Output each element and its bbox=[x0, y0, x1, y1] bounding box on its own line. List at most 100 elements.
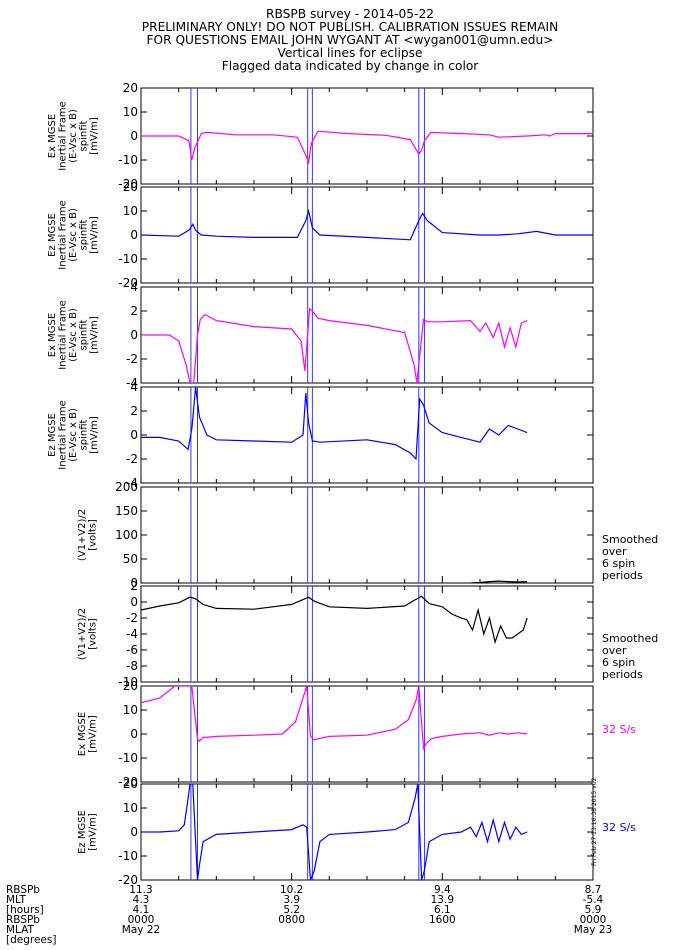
y-tick-label: -4 bbox=[126, 627, 138, 641]
x-axis-tick-value: 9.4 bbox=[434, 884, 451, 896]
y-tick-label: -20 bbox=[118, 775, 138, 789]
x-axis-tick-value: 6.1 bbox=[434, 904, 451, 916]
y-axis-label: [mV/m] bbox=[89, 416, 100, 454]
panel-8: -20 -10 0 10 20 bbox=[118, 777, 594, 887]
x-axis-tick-value: 0000 bbox=[128, 914, 155, 926]
y-tick-label: -4 bbox=[126, 376, 138, 390]
y-tick-label: 20 bbox=[123, 81, 138, 95]
x-axis-tick-value: -5.4 bbox=[583, 894, 604, 906]
y-axis-label: Ex MGSE bbox=[47, 313, 58, 357]
side-label: 6 spin bbox=[602, 557, 635, 570]
side-label: 6 spin bbox=[602, 656, 635, 669]
y-tick-label: 0 bbox=[130, 576, 138, 590]
y-tick-label: 10 bbox=[123, 801, 138, 815]
x-axis-tick-value: 11.3 bbox=[129, 884, 152, 896]
panel-5: 0 50 100 150 200 bbox=[115, 480, 594, 590]
panel-frame bbox=[140, 486, 594, 584]
panel-3: -4 -2 0 2 4 bbox=[126, 280, 594, 390]
y-tick-label: 0 bbox=[130, 595, 138, 609]
y-tick-label: -4 bbox=[126, 476, 138, 490]
y-tick-label: 100 bbox=[115, 528, 138, 542]
y-tick-label: -20 bbox=[118, 276, 138, 290]
y-tick-label: -10 bbox=[118, 849, 138, 863]
panel-7: -20 -10 0 10 20 bbox=[118, 679, 594, 789]
x-axis-tick-value: 4.1 bbox=[133, 904, 150, 916]
y-tick-label: 4 bbox=[130, 380, 138, 394]
y-tick-label: 0 bbox=[130, 228, 138, 242]
y-axis-label: [mV/m] bbox=[87, 715, 98, 753]
y-axis-label: [mV/m] bbox=[89, 316, 100, 354]
y-axis-label: [mV/m] bbox=[87, 813, 98, 851]
y-axis-label: [mV/m] bbox=[89, 216, 100, 254]
x-axis-tick-value: 5.9 bbox=[585, 904, 602, 916]
side-label: 32 S/s bbox=[602, 723, 636, 736]
side-label: over bbox=[602, 644, 627, 657]
side-label: Smoothed bbox=[602, 632, 658, 645]
x-axis-tick-value: 0000 bbox=[580, 914, 607, 926]
series-line bbox=[141, 387, 528, 461]
y-axis-label: (E-Vsc x B) bbox=[68, 408, 79, 462]
x-axis-tick-value: May 22 bbox=[122, 924, 160, 936]
x-axis-row-label: RBSPb bbox=[6, 914, 40, 926]
y-axis-label: spinfit bbox=[79, 219, 90, 250]
y-tick-label: -10 bbox=[118, 252, 138, 266]
y-tick-label: 4 bbox=[130, 280, 138, 294]
x-axis-tick-value: 10.2 bbox=[280, 884, 303, 896]
y-axis-label: Ex MGSE bbox=[47, 114, 58, 158]
side-label: Smoothed bbox=[602, 533, 658, 546]
y-tick-label: -10 bbox=[118, 751, 138, 765]
y-tick-label: -2 bbox=[126, 452, 138, 466]
y-tick-label: 20 bbox=[123, 180, 138, 194]
x-axis-row-label: MLAT bbox=[6, 924, 35, 936]
y-tick-label: -2 bbox=[126, 352, 138, 366]
y-axis-label: spinfit bbox=[79, 120, 90, 151]
y-tick-label: 10 bbox=[123, 105, 138, 119]
side-label: 32 S/s bbox=[602, 821, 636, 834]
header-flag-note: Flagged data indicated by change in colo… bbox=[221, 59, 479, 73]
y-tick-label: -6 bbox=[126, 643, 138, 657]
y-axis-label: Ez MGSE bbox=[47, 213, 58, 257]
header-title: RBSPB survey - 2014-05-22 bbox=[266, 7, 434, 21]
y-tick-label: -20 bbox=[118, 873, 138, 887]
y-axis-label: Inertial Frame bbox=[58, 300, 69, 370]
x-axis-row-label: RBSPb bbox=[6, 884, 40, 896]
header-warning: PRELIMINARY ONLY! DO NOT PUBLISH. CALIBR… bbox=[141, 20, 559, 34]
timestamp-stamp: Fri Feb 27 13:16:38 2015 v02 bbox=[591, 777, 598, 866]
y-tick-label: 0 bbox=[130, 727, 138, 741]
x-axis-tick-value: 5.2 bbox=[283, 904, 300, 916]
x-axis-row-label: MLT bbox=[6, 894, 26, 906]
plot-header: RBSPB survey - 2014-05-22 PRELIMINARY ON… bbox=[0, 8, 700, 73]
panel-2: -20 -10 0 10 20 bbox=[118, 180, 594, 290]
x-axis-tick-value: 8.7 bbox=[585, 884, 602, 896]
y-tick-label: 0 bbox=[130, 129, 138, 143]
y-axis-label: (E-Vsc x B) bbox=[68, 308, 79, 362]
y-tick-label: -10 bbox=[118, 153, 138, 167]
y-axis-label: Inertial Frame bbox=[58, 200, 69, 270]
y-axis-label: Ez MGSE bbox=[47, 413, 58, 457]
y-axis-label: (E-Vsc x B) bbox=[68, 109, 79, 163]
x-axis-tick-value: 3.9 bbox=[283, 894, 300, 906]
x-axis-tick-value: May 23 bbox=[574, 924, 612, 936]
y-tick-label: -2 bbox=[126, 611, 138, 625]
panel-frame bbox=[140, 585, 594, 683]
y-tick-label: 0 bbox=[130, 825, 138, 839]
x-axis-tick-value: 4.3 bbox=[133, 894, 150, 906]
series-line bbox=[141, 130, 593, 165]
y-axis-label: [volts] bbox=[87, 618, 98, 650]
panel-4: -4 -2 0 2 4 bbox=[126, 380, 594, 490]
y-tick-label: 2 bbox=[130, 579, 138, 593]
header-eclipse-note: Vertical lines for eclipse bbox=[277, 46, 423, 60]
y-axis-label: [volts] bbox=[87, 519, 98, 551]
x-axis-row-label: [hours] bbox=[6, 904, 44, 916]
side-label: over bbox=[602, 545, 627, 558]
y-axis-label: (E-Vsc x B) bbox=[68, 208, 79, 262]
y-tick-label: 0 bbox=[130, 428, 138, 442]
x-axis-row-label: [degrees] bbox=[6, 934, 56, 946]
x-axis-tick-value: 13.9 bbox=[431, 894, 454, 906]
y-tick-label: 20 bbox=[123, 777, 138, 791]
y-axis-label: Inertial Frame bbox=[58, 101, 69, 171]
y-axis-label: [mV/m] bbox=[89, 117, 100, 155]
y-tick-label: 2 bbox=[130, 304, 138, 318]
y-axis-label: spinfit bbox=[79, 419, 90, 450]
x-axis-tick-value: 0800 bbox=[278, 914, 305, 926]
